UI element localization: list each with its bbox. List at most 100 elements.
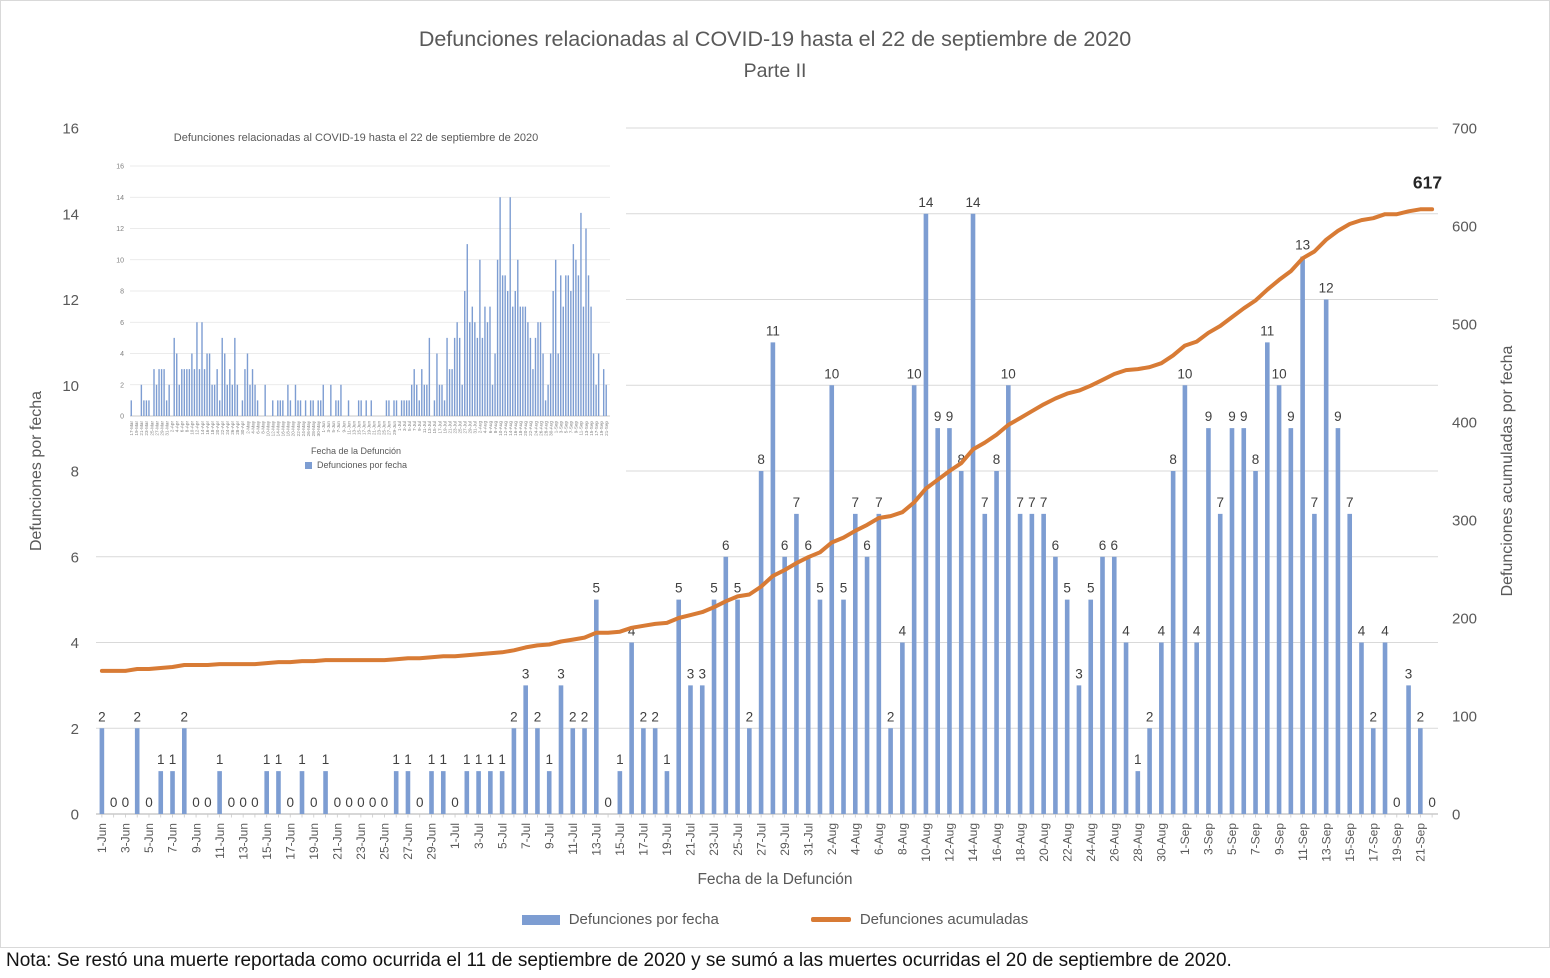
svg-text:21-Sep: 21-Sep: [1414, 823, 1428, 862]
svg-text:16-Apr: 16-Apr: [205, 421, 210, 435]
svg-text:1: 1: [275, 752, 283, 767]
svg-text:12: 12: [116, 226, 124, 233]
svg-text:9: 9: [1287, 409, 1295, 424]
svg-text:9: 9: [1205, 409, 1213, 424]
svg-text:26-May: 26-May: [306, 420, 311, 436]
svg-text:8-Apr: 8-Apr: [185, 421, 190, 433]
svg-text:600: 600: [1452, 219, 1477, 236]
svg-text:5: 5: [710, 581, 718, 596]
svg-text:0: 0: [204, 795, 212, 810]
svg-text:20-Aug: 20-Aug: [523, 421, 528, 436]
svg-text:21-Jun: 21-Jun: [331, 823, 345, 860]
svg-text:14: 14: [965, 195, 981, 210]
svg-text:27-Jul: 27-Jul: [463, 421, 468, 434]
svg-text:2-May: 2-May: [245, 420, 250, 433]
svg-text:29-Jul: 29-Jul: [778, 823, 792, 856]
svg-text:3: 3: [698, 666, 706, 681]
svg-text:21-Sep: 21-Sep: [604, 421, 609, 436]
svg-text:1-Jul: 1-Jul: [448, 823, 462, 849]
svg-text:8: 8: [1169, 452, 1177, 467]
svg-text:28-Aug: 28-Aug: [543, 421, 548, 436]
svg-text:4: 4: [71, 635, 79, 652]
svg-text:3: 3: [1405, 666, 1413, 681]
svg-text:7: 7: [875, 495, 883, 510]
chart-subtitle: Parte II: [743, 60, 807, 82]
svg-text:4: 4: [120, 351, 124, 358]
y-axis-right-title: Defunciones acumuladas por fecha: [1499, 345, 1516, 596]
svg-text:7-Jun: 7-Jun: [166, 823, 180, 853]
svg-text:10-Aug: 10-Aug: [919, 823, 933, 862]
svg-text:4: 4: [628, 624, 636, 639]
cumulative-total-label: 617: [1413, 172, 1442, 192]
svg-text:19-Sep: 19-Sep: [599, 421, 604, 436]
svg-text:18-Aug: 18-Aug: [1013, 823, 1027, 862]
svg-text:9-Jun: 9-Jun: [341, 421, 346, 433]
svg-text:10: 10: [62, 378, 79, 395]
main-chart-frame: Defunciones relacionadas al COVID-19 has…: [0, 0, 1550, 948]
legend-item-bars-label: Defunciones por fecha: [568, 911, 719, 928]
svg-text:29-Jun: 29-Jun: [425, 823, 439, 860]
svg-text:5-Jul: 5-Jul: [495, 823, 509, 849]
inset-x-axis-title: Fecha de la Defunción: [310, 446, 402, 456]
svg-text:2: 2: [510, 709, 518, 724]
svg-text:6: 6: [1099, 538, 1107, 553]
svg-text:18-Apr: 18-Apr: [210, 421, 215, 435]
svg-text:1-Jul: 1-Jul: [397, 421, 402, 431]
svg-text:9-Sep: 9-Sep: [574, 421, 579, 434]
svg-text:11: 11: [766, 323, 780, 338]
svg-text:6: 6: [804, 538, 812, 553]
svg-text:10-Aug: 10-Aug: [498, 421, 503, 436]
svg-text:2: 2: [569, 709, 577, 724]
svg-text:15-Sep: 15-Sep: [589, 421, 594, 436]
svg-text:15-Jul: 15-Jul: [432, 421, 437, 434]
svg-text:3: 3: [557, 666, 565, 681]
svg-text:21-Jun: 21-Jun: [372, 421, 377, 435]
svg-text:31-Mar: 31-Mar: [164, 421, 169, 436]
svg-text:22-Aug: 22-Aug: [1060, 823, 1074, 862]
svg-text:15-Jul: 15-Jul: [613, 823, 627, 856]
svg-text:12-Apr: 12-Apr: [195, 421, 200, 435]
svg-text:10: 10: [1177, 366, 1192, 381]
svg-text:27-Jul: 27-Jul: [754, 823, 768, 856]
svg-text:11-Jul: 11-Jul: [566, 823, 580, 855]
svg-text:4-Apr: 4-Apr: [175, 421, 180, 433]
svg-text:2-Aug: 2-Aug: [478, 421, 483, 434]
svg-text:2: 2: [181, 709, 189, 724]
svg-text:1: 1: [322, 752, 330, 767]
svg-text:1: 1: [428, 752, 436, 767]
svg-text:8: 8: [1252, 452, 1260, 467]
svg-text:8: 8: [757, 452, 765, 467]
svg-text:20-Aug: 20-Aug: [1037, 823, 1051, 862]
svg-text:0: 0: [604, 795, 612, 810]
svg-text:2-Apr: 2-Apr: [169, 421, 174, 433]
svg-text:17-Mar: 17-Mar: [129, 421, 134, 436]
svg-text:13-Jun: 13-Jun: [236, 823, 250, 860]
svg-text:6-May: 6-May: [255, 420, 260, 433]
svg-text:2: 2: [746, 709, 754, 724]
svg-text:8-May: 8-May: [260, 420, 265, 433]
svg-text:8: 8: [993, 452, 1001, 467]
inset-bar-swatch-icon: [304, 461, 312, 469]
svg-text:5-Sep: 5-Sep: [1225, 823, 1239, 855]
svg-text:13-Sep: 13-Sep: [584, 421, 589, 436]
svg-text:19-Jul: 19-Jul: [442, 421, 447, 434]
svg-text:5: 5: [593, 581, 601, 596]
svg-text:0: 0: [110, 795, 118, 810]
svg-text:29-Jun: 29-Jun: [392, 421, 397, 435]
svg-text:0: 0: [334, 795, 342, 810]
svg-text:0: 0: [310, 795, 318, 810]
svg-text:1-Jun: 1-Jun: [95, 823, 109, 853]
svg-text:2: 2: [640, 709, 648, 724]
svg-text:7-Jul: 7-Jul: [412, 421, 417, 431]
svg-text:25-Jun: 25-Jun: [378, 823, 392, 860]
svg-text:17-Sep: 17-Sep: [1366, 823, 1380, 862]
svg-text:5: 5: [734, 581, 742, 596]
svg-text:10-May: 10-May: [265, 420, 270, 436]
svg-text:2: 2: [133, 709, 141, 724]
svg-text:22-May: 22-May: [296, 420, 301, 436]
svg-text:1: 1: [169, 752, 177, 767]
svg-text:17-Sep: 17-Sep: [594, 421, 599, 436]
svg-text:1: 1: [1134, 752, 1142, 767]
svg-text:19-Jun: 19-Jun: [307, 823, 321, 860]
svg-text:2: 2: [71, 721, 79, 738]
